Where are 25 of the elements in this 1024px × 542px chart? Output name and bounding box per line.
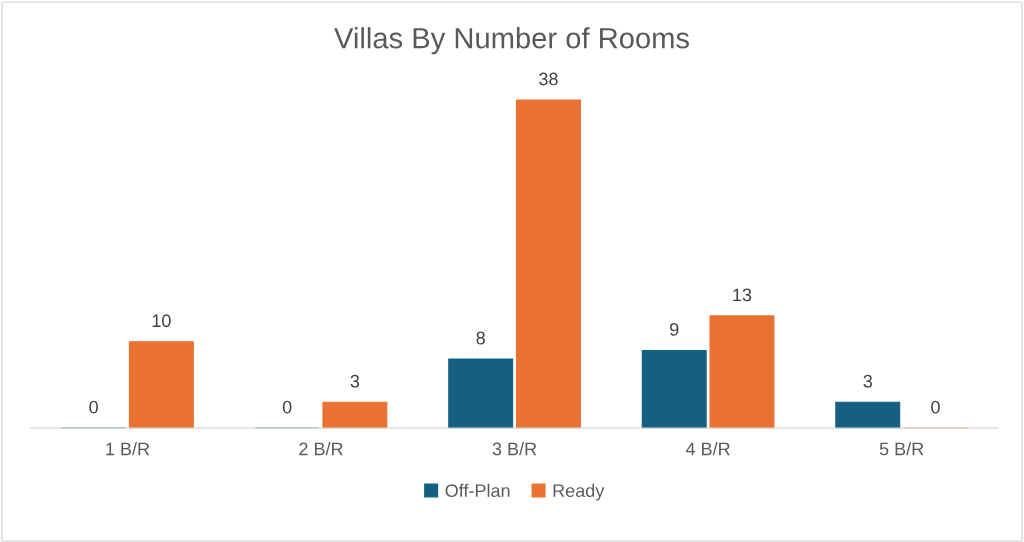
data-label: 10 (152, 314, 171, 328)
bar (709, 315, 775, 429)
x-tick-label: 3 B/R (492, 442, 537, 456)
data-label: 13 (733, 288, 752, 302)
data-label: 3 (863, 374, 872, 388)
data-label: 0 (931, 400, 940, 414)
bar (835, 401, 901, 429)
data-label: 9 (670, 322, 679, 336)
data-label: 38 (539, 72, 558, 86)
legend-label: Off-Plan (445, 483, 510, 498)
x-tick-label: 4 B/R (685, 442, 730, 456)
chart-title: Villas By Number of Rooms (334, 27, 689, 55)
legend-label: Ready (553, 483, 605, 501)
bar (128, 341, 194, 429)
x-tick-label: 1 B/R (106, 442, 150, 456)
x-tick-label: 2 B/R (299, 442, 343, 456)
bar (448, 358, 514, 429)
bar (515, 99, 581, 429)
x-tick-label: 5 B/R (879, 442, 924, 456)
data-label: 0 (282, 400, 292, 414)
data-label: 8 (476, 331, 485, 345)
data-label: 0 (89, 400, 98, 414)
bar (641, 349, 707, 429)
bar (322, 401, 388, 429)
data-label: 3 (350, 374, 360, 388)
